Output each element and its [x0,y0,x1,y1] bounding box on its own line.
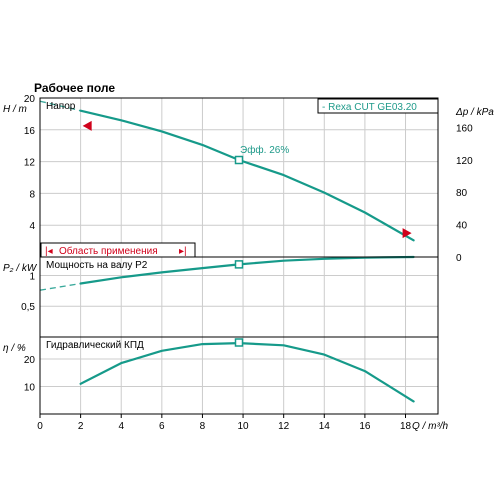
y-tick-label: 8 [29,189,35,200]
y2-tick-label: 120 [456,156,473,167]
y2-tick-label: 40 [456,221,468,232]
y2-tick-label: 0 [456,253,462,264]
chart-title: Рабочее поле [34,81,115,95]
panel-frames [39,97,439,418]
y-tick-label: 16 [24,126,36,137]
operating-point-label: Эфф. 26% [240,144,289,156]
x-axis-label: Q / m³/h [412,421,449,432]
curves [39,100,415,403]
legend-entry: - Rexa CUT GE03.20 [322,102,417,113]
range-start-marker [82,120,92,131]
x-tick-label: 2 [78,421,84,432]
x-tick-label: 18 [400,421,412,432]
panel-label: Гидравлический КПД [46,340,144,351]
y-axis-label: P₂ / kW [3,263,38,274]
y-tick-label: 4 [29,221,35,232]
operating-point-marker [234,338,244,347]
panel-frame [39,336,439,415]
y-axis-label: H / m [3,104,27,115]
x-tick-label: 10 [237,421,249,432]
y-tick-label: 1 [29,271,35,282]
series-extrapolation [39,100,81,112]
y-tick-label: 12 [24,158,36,169]
x-tick-label: 8 [200,421,206,432]
range-end-arrow: ▸| [179,246,187,257]
range-end-marker [402,228,412,239]
series-line [79,342,415,403]
y2-tick-label: 160 [456,123,473,134]
operating-point-marker [234,155,244,165]
y-tick-label: 10 [24,383,36,394]
y-tick-label: 20 [24,94,36,105]
x-tick-label: 6 [159,421,165,432]
x-tick-label: 12 [278,421,290,432]
y-tick-label: 20 [24,355,36,366]
range-label: Область применения [59,245,158,257]
grid [40,98,438,414]
y-tick-label: 0,5 [21,302,35,313]
x-tick-label: 4 [118,421,124,432]
y2-tick-label: 80 [456,188,468,199]
panel-label: Напор [46,101,76,112]
panel-label: Мощность на валу P2 [46,260,148,271]
x-tick-label: 0 [37,421,43,432]
panel-frame [39,97,439,258]
x-tick-label: 14 [319,421,331,432]
y2-axis-label: Δp / kPa [455,107,494,118]
operating-point-marker [234,260,244,269]
y-axis-label: η / % [3,343,26,354]
x-tick-label: 16 [359,421,371,432]
series-extrapolation [39,282,81,291]
range-start-arrow: |◂ [45,246,53,257]
